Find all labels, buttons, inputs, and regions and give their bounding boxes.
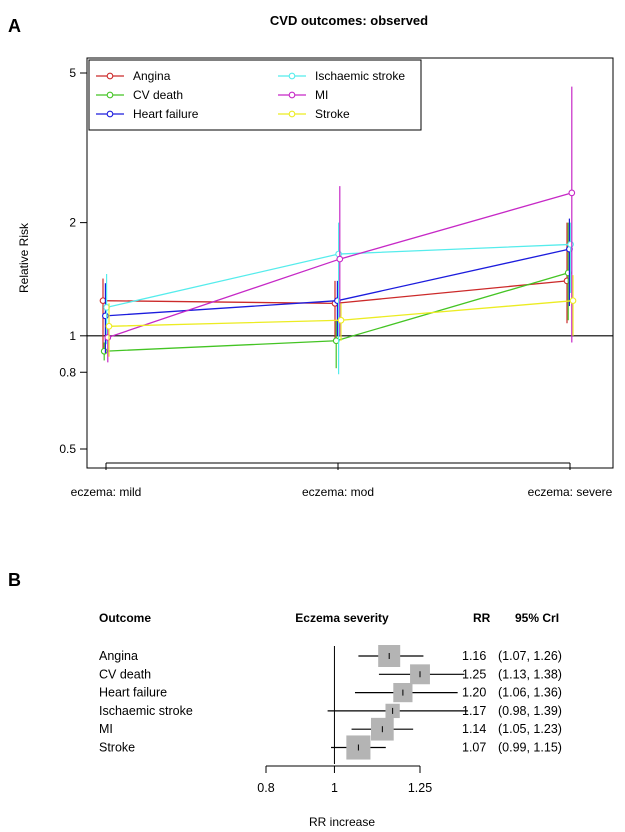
x-tick-label: eczema: mod — [302, 485, 374, 499]
point-heart-failure — [102, 312, 109, 320]
forest-outcome-label: Stroke — [99, 741, 135, 755]
forest-outcome-label: CV death — [99, 667, 151, 681]
forest-row-heart-failure: Heart failure 1.20 (1.06, 1.36) — [99, 683, 562, 703]
y-tick-label: 1 — [69, 329, 76, 343]
legend-label: Stroke — [315, 107, 350, 121]
panel-a-letter: A — [8, 16, 21, 36]
forest-rows: Angina 1.16 (1.07, 1.26) CV death 1.25 (1.13,… — [99, 645, 562, 764]
legend: Angina CV death Heart failure Ischaemic str… — [88, 59, 422, 131]
legend-swatch-marker — [106, 91, 114, 99]
forest-rr-value: 1.07 — [462, 741, 486, 755]
forest-x-axis: 0.8 1 1.25 — [257, 765, 432, 795]
y-axis-label: Relative Risk — [17, 222, 31, 293]
point-stroke — [337, 316, 345, 324]
forest-x-tick-label: 1 — [331, 781, 338, 795]
point-mi — [568, 189, 576, 197]
legend-swatch-marker — [106, 110, 114, 118]
series-heart-failure — [102, 218, 573, 354]
point-mi — [336, 255, 344, 263]
y-axis: 0.5 0.8 1 2 5 — [59, 66, 88, 456]
forest-outcome-label: Ischaemic stroke — [99, 704, 193, 718]
forest-rr-value: 1.14 — [462, 722, 486, 736]
forest-row-ischaemic-stroke: Ischaemic stroke 1.17 (0.98, 1.39) — [99, 703, 562, 719]
forest-rr-value: 1.25 — [462, 667, 486, 681]
legend-label: Ischaemic stroke — [315, 69, 405, 83]
forest-cri-value: (1.06, 1.36) — [498, 686, 562, 700]
legend-label: MI — [315, 88, 328, 102]
legend-item-ischaemic-stroke: Ischaemic stroke — [278, 69, 405, 83]
series-angina — [99, 222, 571, 352]
header-outcome: Outcome — [99, 611, 151, 625]
x-axis: eczema: mild eczema: mod eczema: severe — [71, 462, 613, 499]
forest-outcome-label: Heart failure — [99, 686, 167, 700]
forest-row-cv-death: CV death 1.25 (1.13, 1.38) — [99, 664, 562, 685]
legend-item-stroke: Stroke — [278, 107, 350, 121]
forest-row-mi: MI 1.14 (1.05, 1.23) — [99, 717, 562, 741]
forest-outcome-label: MI — [99, 722, 113, 736]
forest-cri-value: (0.98, 1.39) — [498, 704, 562, 718]
forest-x-axis-label: RR increase — [309, 815, 375, 829]
point-cv-death — [100, 347, 108, 355]
forest-row-stroke: Stroke 1.07 (0.99, 1.15) — [99, 735, 562, 760]
header-eczema-severity: Eczema severity — [295, 611, 389, 625]
series-group — [99, 86, 577, 375]
forest-cri-value: (1.13, 1.38) — [498, 667, 562, 681]
legend-label: CV death — [133, 88, 183, 102]
point-stroke — [569, 297, 577, 305]
panel-b: B Outcome Eczema severity RR 95% CrI Ang… — [8, 570, 562, 829]
x-tick-label: eczema: severe — [528, 485, 613, 499]
forest-row-angina: Angina 1.16 (1.07, 1.26) — [99, 645, 562, 667]
panel-a: A CVD outcomes: observed Relative Risk 0… — [8, 13, 614, 499]
y-tick-label: 2 — [69, 216, 76, 230]
header-cri: 95% CrI — [515, 611, 559, 625]
header-rr: RR — [473, 611, 491, 625]
point-ischaemic-stroke — [567, 241, 574, 248]
legend-swatch-marker — [288, 72, 296, 80]
legend-label: Angina — [133, 69, 171, 83]
legend-swatch-marker — [106, 72, 114, 80]
y-tick-label: 0.5 — [59, 442, 76, 456]
legend-item-heart-failure: Heart failure — [96, 107, 199, 121]
point-mi — [104, 334, 112, 341]
forest-cri-value: (1.05, 1.23) — [498, 722, 562, 736]
forest-rr-value: 1.17 — [462, 704, 486, 718]
legend-swatch-marker — [288, 91, 296, 99]
series-stroke — [105, 275, 577, 357]
legend-box — [88, 59, 422, 131]
chart-a-title: CVD outcomes: observed — [270, 13, 428, 28]
forest-x-tick-label: 0.8 — [257, 781, 274, 795]
panel-b-letter: B — [8, 570, 21, 590]
forest-cri-value: (1.07, 1.26) — [498, 649, 562, 663]
legend-item-cv-death: CV death — [96, 88, 183, 102]
series-ischaemic-stroke — [103, 222, 574, 375]
forest-x-tick-label: 1.25 — [408, 781, 432, 795]
series-cv-death — [100, 222, 572, 369]
legend-item-mi: MI — [278, 88, 328, 102]
y-tick-label: 5 — [69, 66, 76, 80]
forest-cri-value: (0.99, 1.15) — [498, 741, 562, 755]
forest-rr-value: 1.20 — [462, 686, 486, 700]
forest-outcome-label: Angina — [99, 649, 138, 663]
point-stroke — [105, 322, 113, 330]
x-tick-label: eczema: mild — [71, 485, 142, 499]
forest-rr-value: 1.16 — [462, 649, 486, 663]
y-tick-label: 0.8 — [59, 365, 76, 379]
legend-item-angina: Angina — [96, 69, 171, 83]
legend-label: Heart failure — [133, 107, 199, 121]
legend-swatch-marker — [288, 110, 296, 118]
